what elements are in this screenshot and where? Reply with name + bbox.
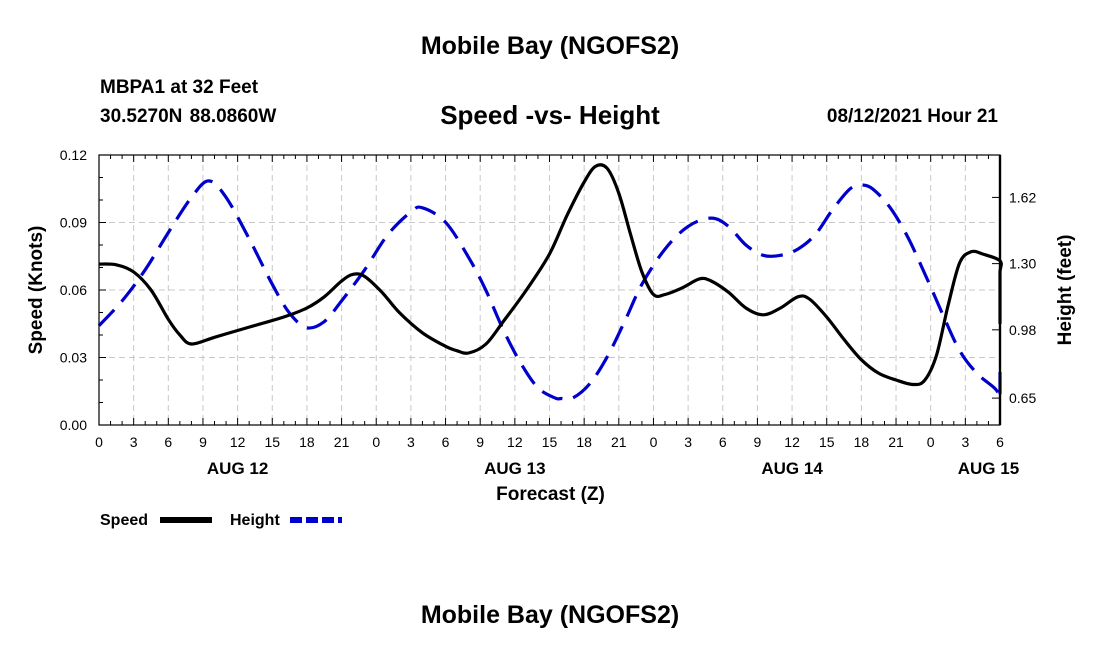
coordinates-label: 30.5270N 88.0860W <box>100 106 277 127</box>
x-tick-label: 9 <box>754 434 762 450</box>
x-tick-label: 6 <box>996 434 1004 450</box>
date-label: AUG 12 <box>207 459 268 478</box>
series-line-speed <box>98 163 1003 387</box>
forecast-datetime: 08/12/2021 Hour 21 <box>826 106 998 127</box>
footer-title: Mobile Bay (NGOFS2) <box>420 601 680 629</box>
y-tick-label: 0.12 <box>60 147 87 163</box>
x-tick-label: 6 <box>719 434 727 450</box>
y-tick-label: 0.03 <box>60 350 87 366</box>
x-tick-label: 15 <box>264 434 280 450</box>
y2-tick-label: 1.62 <box>1009 189 1036 205</box>
x-tick-label: 21 <box>888 434 904 450</box>
y-tick-label: 0.00 <box>60 417 87 433</box>
x-tick-label: 3 <box>961 434 969 450</box>
y-tick-label: 0.09 <box>60 215 87 231</box>
y2-axis-title: Height (feet) <box>1055 235 1076 346</box>
x-tick-label: 18 <box>576 434 592 450</box>
x-tick-label: 18 <box>854 434 870 450</box>
x-tick-label: 3 <box>407 434 415 450</box>
axis-labels: 0 3 6 9 12 15 18 21 0 3 6 9 12 15 18 21 0 3 6 9 12 15 18 21 0 3 6 A… <box>26 147 1076 505</box>
chart-title: Mobile Bay (NGOFS2) <box>420 32 680 60</box>
x-tick-label: 0 <box>372 434 380 450</box>
x-tick-label: 6 <box>442 434 450 450</box>
x-tick-label: 0 <box>650 434 658 450</box>
plot-frame <box>98 154 1002 426</box>
grid <box>99 155 1000 425</box>
y2-tick-label: 0.98 <box>1009 322 1036 338</box>
x-tick-label: 15 <box>819 434 835 450</box>
x-tick-label: 9 <box>199 434 207 450</box>
x-tick-label: 21 <box>611 434 627 450</box>
x-tick-label: 0 <box>95 434 103 450</box>
x-tick-label: 0 <box>927 434 935 450</box>
legend-label-height: Height <box>230 512 280 529</box>
y2-tick-label: 1.30 <box>1009 256 1036 272</box>
y-tick-label: 0.06 <box>60 282 87 298</box>
x-tick-label: 15 <box>542 434 558 450</box>
y-axis-title: Speed (Knots) <box>26 226 47 355</box>
chart-subtitle: Speed -vs- Height <box>440 100 660 130</box>
date-label: AUG 13 <box>484 459 545 478</box>
date-label: AUG 15 <box>958 459 1019 478</box>
x-tick-label: 21 <box>334 434 350 450</box>
x-tick-label: 3 <box>130 434 138 450</box>
station-label: MBPA1 at 32 Feet <box>100 77 259 98</box>
x-tick-label: 12 <box>507 434 523 450</box>
x-tick-label: 18 <box>299 434 315 450</box>
series-line-height <box>97 179 1003 401</box>
x-tick-label: 3 <box>684 434 692 450</box>
legend-label-speed: Speed <box>100 512 148 529</box>
x-tick-label: 6 <box>164 434 172 450</box>
x-axis-title: Forecast (Z) <box>496 484 605 505</box>
legend: Speed Height <box>100 512 342 529</box>
y2-tick-label: 0.65 <box>1009 390 1036 406</box>
x-tick-label: 12 <box>784 434 800 450</box>
date-label: AUG 14 <box>761 459 823 478</box>
series-group <box>97 163 1003 401</box>
x-tick-label: 9 <box>476 434 484 450</box>
x-tick-label: 12 <box>230 434 246 450</box>
